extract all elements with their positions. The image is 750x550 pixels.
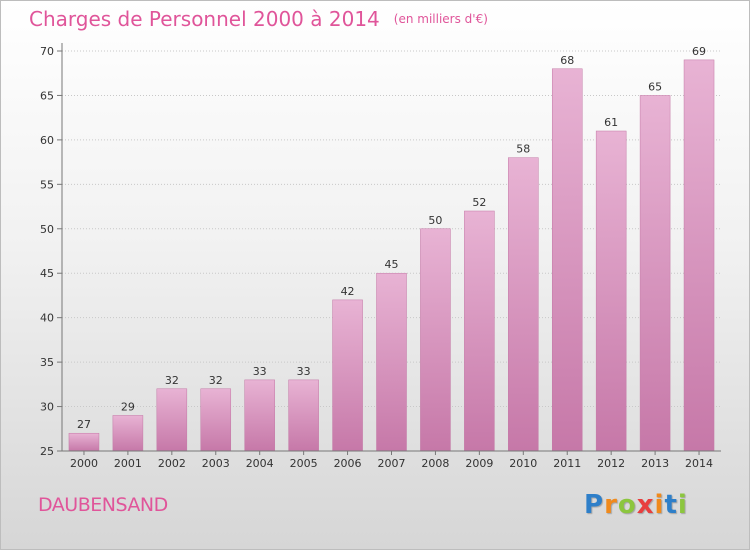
x-tick-label: 2009: [465, 457, 493, 470]
logo-letter: P: [584, 490, 605, 520]
bar-value-label: 69: [692, 45, 706, 58]
bar-value-label: 52: [472, 196, 486, 209]
x-tick-label: 2005: [290, 457, 318, 470]
title-text: Charges de Personnel 2000 à 2014: [29, 7, 380, 31]
chart-title: Charges de Personnel 2000 à 2014 (en mill…: [29, 7, 488, 31]
x-tick-label: 2010: [509, 457, 537, 470]
bar: [288, 379, 319, 452]
x-tick-label: 2011: [553, 457, 581, 470]
bar: [376, 272, 407, 452]
bar: [683, 59, 715, 452]
bar: [639, 95, 671, 452]
x-axis: 2000 2001 2002 2003 2004 2005 2006 2007 2008 2009…: [62, 450, 721, 470]
y-tick-label: 25: [40, 445, 54, 458]
logo-letter: x: [636, 490, 655, 520]
bar-value-label: 68: [560, 54, 574, 67]
bar-value-label: 42: [341, 285, 355, 298]
bar-value-label: 33: [297, 365, 311, 378]
y-tick-label: 55: [40, 178, 54, 191]
bar: [244, 379, 275, 452]
bar-value-label: 65: [648, 80, 662, 93]
x-tick-label: 2008: [421, 457, 449, 470]
bar: [508, 157, 539, 452]
y-tick-label: 45: [40, 267, 54, 280]
x-tick-label: 2006: [334, 457, 362, 470]
bar: [551, 68, 583, 452]
y-axis: 25 30 35 40 45 50 55 60 65 70: [40, 43, 63, 458]
x-tick-label: 2000: [70, 457, 98, 470]
x-tick-label: 2003: [202, 457, 230, 470]
bar-value-label: 58: [516, 143, 530, 156]
x-tick-label: 2014: [685, 457, 713, 470]
chart-subtitle: (en milliers d'€): [393, 12, 488, 26]
logo-letter: o: [617, 490, 637, 520]
bar: [420, 228, 451, 452]
x-tick-label: 2004: [246, 457, 274, 470]
logo-letter: i: [654, 490, 665, 520]
bar-value-label: 45: [385, 258, 399, 271]
y-tick-label: 60: [40, 134, 54, 147]
bar-value-label: 33: [253, 365, 267, 378]
y-tick-label: 40: [40, 312, 54, 325]
bar: [595, 130, 627, 452]
proxiti-logo: Proxiti: [584, 490, 688, 520]
logo-letter: t: [664, 490, 678, 520]
bar: [464, 210, 495, 452]
logo-letter: i: [677, 490, 688, 520]
bar: [200, 388, 232, 452]
y-tick-label: 30: [40, 401, 54, 414]
y-tick-label: 70: [40, 45, 54, 58]
bar-value-label: 32: [165, 374, 179, 387]
bar-value-label: 29: [121, 400, 135, 413]
x-tick-label: 2007: [378, 457, 406, 470]
y-tick-label: 65: [40, 89, 54, 102]
y-tick-label: 50: [40, 223, 54, 236]
bar-value-label: 32: [209, 374, 223, 387]
bar: [112, 415, 144, 452]
logo-letter: r: [604, 490, 618, 520]
bars: 27 29 32 32 33 33 42 45 50 52 58 68 61 65 69: [68, 45, 715, 452]
x-tick-label: 2001: [114, 457, 142, 470]
bar-value-label: 61: [604, 116, 618, 129]
bar: [332, 299, 363, 452]
x-tick-label: 2002: [158, 457, 186, 470]
x-tick-label: 2012: [597, 457, 625, 470]
commune-name: DAUBENSAND: [38, 494, 168, 516]
x-tick-label: 2013: [641, 457, 669, 470]
bar-value-label: 50: [428, 214, 442, 227]
bar-value-label: 27: [77, 418, 91, 431]
bar: [156, 388, 188, 452]
y-tick-label: 35: [40, 356, 54, 369]
bar: [68, 432, 100, 452]
